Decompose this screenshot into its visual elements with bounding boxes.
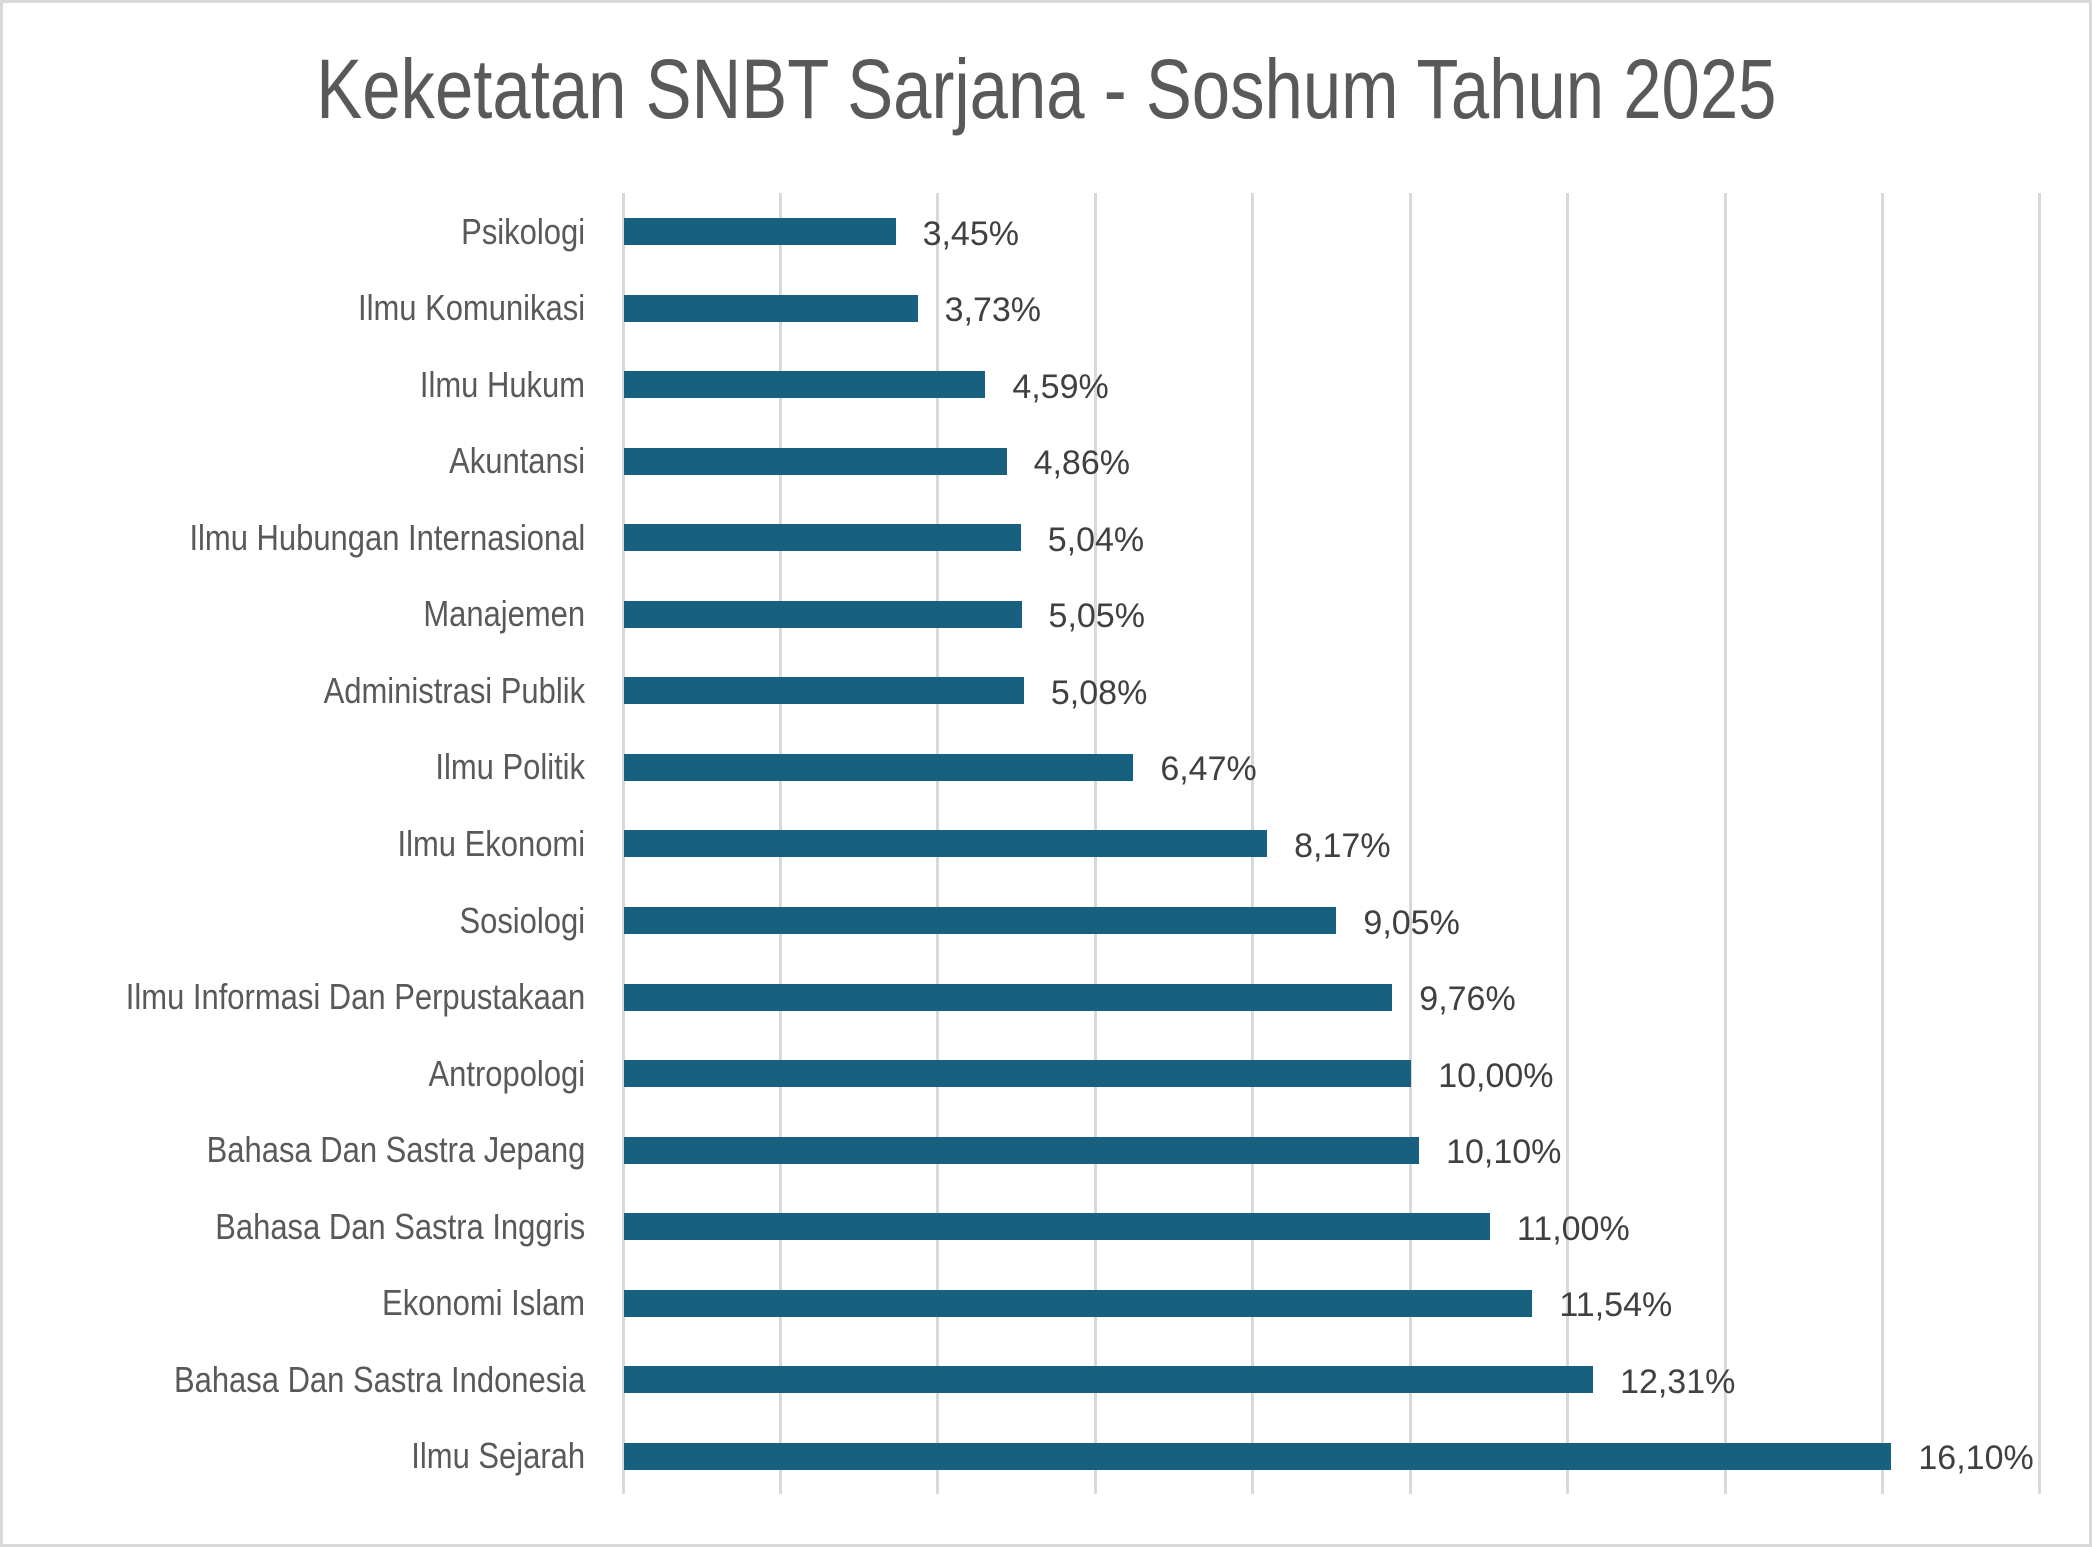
data-label: 10,10% (1446, 1133, 1562, 1172)
category-label: Bahasa Dan Sastra Indonesia (107, 1358, 585, 1400)
category-label-text: Ilmu Politik (435, 746, 585, 788)
data-label: 10,00% (1438, 1056, 1554, 1095)
category-label-text: Akuntansi (449, 440, 585, 482)
category-label-text: Bahasa Dan Sastra Indonesia (173, 1358, 585, 1400)
category-label-text: Bahasa Dan Sastra Jepang (206, 1129, 585, 1171)
bar (624, 294, 918, 322)
bar (624, 371, 986, 399)
data-label: 5,05% (1048, 597, 1145, 636)
data-label: 3,73% (944, 291, 1042, 330)
category-label: Administrasi Publik (281, 669, 585, 711)
data-label: 12,31% (1620, 1362, 1736, 1401)
category-label: Ilmu Informasi Dan Perpustakaan (51, 977, 585, 1017)
data-label: 8,17% (1294, 826, 1391, 865)
data-label: 16,10% (1918, 1439, 2034, 1478)
bar (624, 1136, 1420, 1164)
category-label-text: Administrasi Publik (323, 669, 585, 711)
category-label: Ilmu Komunikasi (321, 288, 585, 328)
category-label: Ilmu Hubungan Internasional (125, 516, 585, 558)
bar (624, 1213, 1490, 1241)
gridline (1881, 193, 1885, 1494)
data-label: 6,47% (1160, 750, 1257, 789)
category-label: Akuntansi (427, 441, 585, 481)
chart-title: Keketatan SNBT Sarjana - Soshum Tahun 20… (3, 39, 2089, 139)
data-label: 11,00% (1516, 1209, 1630, 1248)
bar (624, 1442, 1892, 1470)
category-label: Ilmu Sejarah (383, 1436, 585, 1476)
category-label-text: Ilmu Komunikasi (357, 287, 585, 329)
bar (624, 677, 1024, 705)
category-label-text: Ilmu Informasi Dan Perpustakaan (125, 976, 585, 1018)
data-label: 5,08% (1050, 673, 1148, 712)
category-label: Manajemen (397, 594, 585, 634)
category-label: Psikologi (441, 210, 585, 252)
category-label-text: Manajemen (423, 593, 585, 635)
bar (624, 524, 1021, 552)
category-label-text: Psikologi (461, 210, 585, 252)
category-label: Ilmu Ekonomi (367, 822, 585, 864)
data-label: 3,45% (922, 214, 1019, 253)
bar (624, 218, 896, 245)
data-label: 5,04% (1047, 520, 1145, 559)
category-label-text: Ekonomi Islam (381, 1282, 585, 1324)
bar (624, 600, 1022, 628)
category-label: Sosiologi (439, 899, 585, 941)
category-label-text: Ilmu Hukum (419, 363, 585, 405)
category-label-text: Ilmu Sejarah (411, 1435, 585, 1477)
bar (624, 1289, 1533, 1317)
category-label: Bahasa Dan Sastra Inggris (155, 1205, 585, 1247)
category-label: Bahasa Dan Sastra Jepang (145, 1130, 585, 1170)
data-label: 9,05% (1363, 903, 1460, 942)
gridline (1566, 193, 1570, 1494)
category-label-text: Sosiologi (459, 899, 585, 941)
data-label: 4,86% (1033, 444, 1130, 483)
gridline (1723, 193, 1727, 1494)
category-label-text: Antropologi (428, 1052, 585, 1094)
gridline (2038, 193, 2042, 1494)
bar (624, 830, 1268, 858)
bar (624, 753, 1134, 781)
bar (624, 983, 1393, 1011)
category-label: Ilmu Hukum (393, 363, 585, 405)
category-label: Ilmu Politik (411, 747, 585, 787)
category-label: Antropologi (403, 1052, 585, 1094)
category-label: Ekonomi Islam (349, 1283, 585, 1323)
data-label: 9,76% (1419, 980, 1516, 1019)
data-label: 11,54% (1559, 1286, 1673, 1325)
category-label-text: Bahasa Dan Sastra Inggris (214, 1205, 585, 1247)
bar (624, 907, 1337, 935)
category-label-text: Ilmu Hubungan Internasional (189, 516, 585, 558)
bar (624, 447, 1007, 475)
gridline (1408, 193, 1412, 1494)
bar (624, 1366, 1594, 1394)
gridline (621, 193, 625, 1494)
category-label-text: Ilmu Ekonomi (397, 822, 585, 864)
bar (624, 1060, 1412, 1088)
data-label: 4,59% (1012, 367, 1109, 406)
chart-title-text: Keketatan SNBT Sarjana - Soshum Tahun 20… (315, 42, 1777, 136)
